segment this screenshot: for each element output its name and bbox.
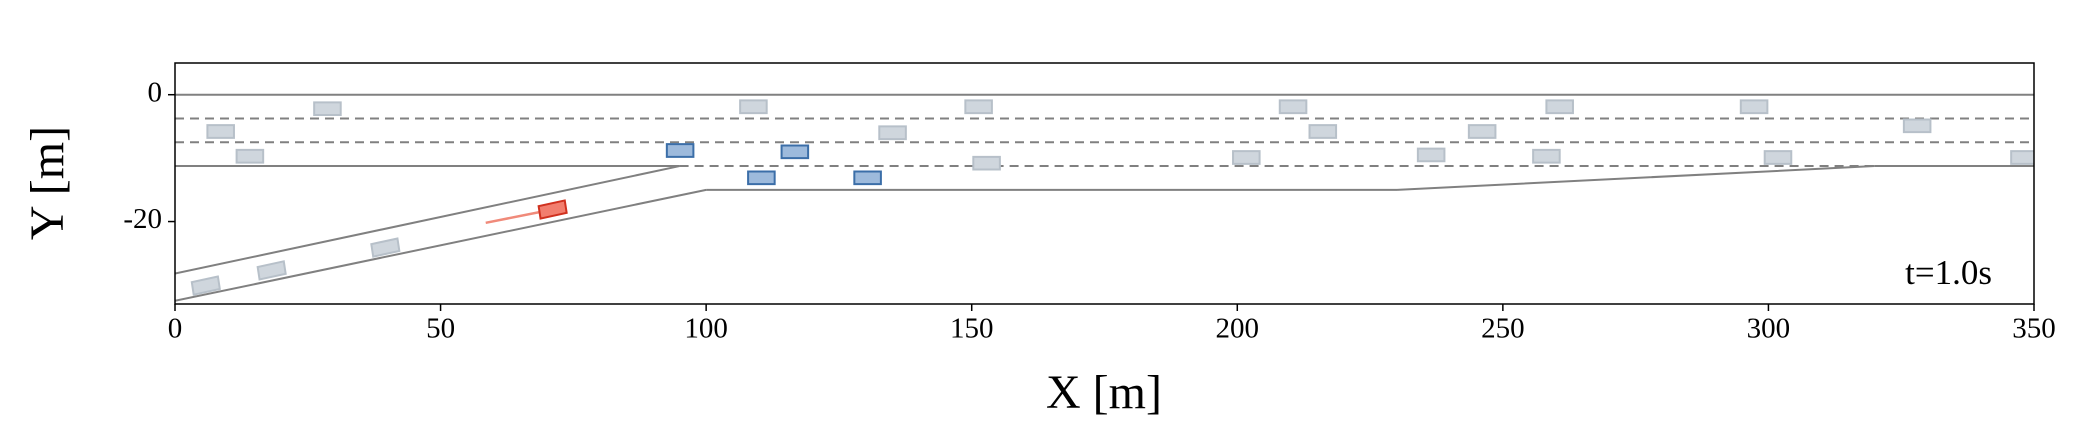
x-tick-label: 150 <box>950 313 994 345</box>
vehicle <box>853 170 882 186</box>
vehicle <box>256 260 287 281</box>
axes-frame <box>174 62 2035 305</box>
y-tick-label: -20 <box>123 203 162 235</box>
vehicle <box>537 199 568 220</box>
vehicle <box>1739 99 1769 115</box>
vehicle <box>665 143 695 158</box>
vehicle <box>1763 150 1793 165</box>
y-axis-label: Y [m] <box>21 126 74 240</box>
x-axis-label: X [m] <box>1046 366 1162 419</box>
vehicle <box>313 101 342 117</box>
plot-area <box>175 93 2034 302</box>
vehicle <box>739 99 768 115</box>
vehicle <box>1902 118 1932 134</box>
vehicle <box>747 170 776 186</box>
vehicle <box>370 237 401 258</box>
road-line <box>175 188 707 302</box>
x-tick-label: 0 <box>168 313 183 345</box>
x-tick-label: 100 <box>684 313 728 345</box>
x-tick-label: 300 <box>1747 313 1791 345</box>
vehicle <box>1467 124 1497 139</box>
time-annotation: t=1.0s <box>1905 253 1992 292</box>
vehicle <box>878 125 907 141</box>
vehicle <box>1532 148 1561 164</box>
vehicle <box>972 155 1001 171</box>
road-line <box>706 165 1875 191</box>
vehicle <box>1232 150 1261 165</box>
vehicle <box>235 148 265 164</box>
vehicle <box>2010 150 2034 165</box>
x-tick-label: 350 <box>2012 313 2056 345</box>
vehicle <box>1278 99 1308 115</box>
x-tick-label: 50 <box>426 313 455 345</box>
vehicle <box>964 99 993 115</box>
vehicle <box>1308 124 1338 139</box>
x-tick-label: 200 <box>1216 313 1260 345</box>
y-tick-label: 0 <box>148 76 163 108</box>
vehicle <box>1545 99 1574 115</box>
road-line <box>175 165 680 275</box>
vehicle <box>1416 147 1446 163</box>
vehicle <box>206 124 235 139</box>
vehicle <box>780 144 810 160</box>
x-tick-label: 250 <box>1481 313 1525 345</box>
vehicle <box>190 275 221 296</box>
